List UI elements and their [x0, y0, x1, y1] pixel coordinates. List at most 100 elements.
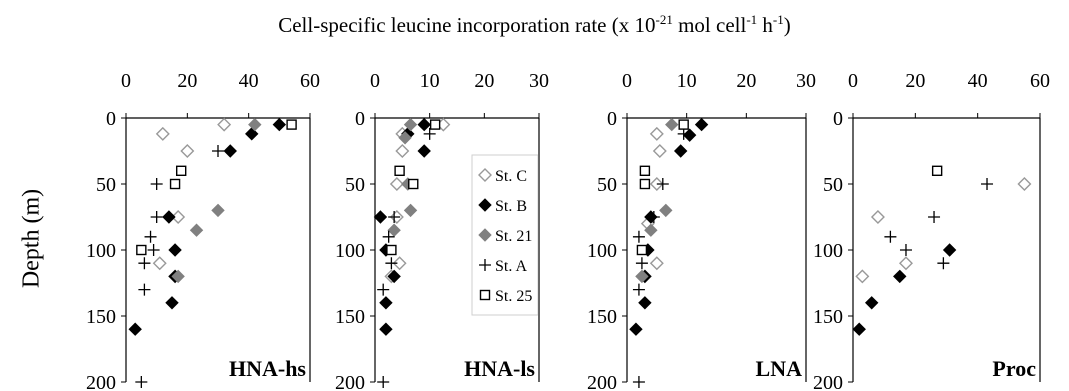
panel-1-x-tick-label: 60 — [300, 70, 320, 92]
panel-4-point-stb — [852, 322, 866, 336]
panel-4-y-tick-label: 0 — [833, 108, 843, 130]
panel-2-y-tick-label: 50 — [345, 174, 365, 196]
panel-2-x-tick-label: 10 — [420, 70, 440, 92]
panel-2-point-stc — [389, 177, 404, 191]
legend-marker-stb — [478, 198, 492, 212]
panel-1-point-sta — [212, 145, 224, 157]
panel-3-y-tick-label: 0 — [607, 108, 617, 130]
legend-label: St. B — [495, 198, 527, 215]
panel-3-point-st25 — [639, 165, 651, 177]
legend-marker-st21 — [478, 228, 492, 242]
panel-2-point-st25 — [429, 119, 441, 130]
panel-1-x-tick-label: 20 — [177, 70, 197, 92]
panel-1-label: HNA-hs — [229, 356, 306, 381]
panel-4-label: Proc — [992, 356, 1036, 381]
panel-4-y-tick-label: 50 — [823, 174, 843, 196]
panel-2-point-sta — [388, 211, 401, 223]
panel-1-point-stb — [272, 117, 287, 132]
panel-1-point-stb — [223, 144, 237, 158]
legend-marker-sta — [479, 259, 491, 271]
panel-2-point-st21 — [403, 117, 418, 132]
chart-title: Cell-specific leucine incorporation rate… — [278, 12, 791, 37]
legend-label: St. C — [495, 168, 527, 185]
legend-marker-st25 — [479, 289, 491, 301]
panel-1-point-st21 — [171, 269, 185, 284]
panel-3-point-sta — [677, 127, 690, 140]
panel-4-x-tick-label: 20 — [905, 70, 925, 92]
panel-1-point-stc — [155, 126, 170, 141]
legend-label: St. 21 — [495, 228, 532, 245]
panel-3-y-tick-label: 100 — [587, 240, 617, 262]
panel-3-point-sta — [656, 178, 669, 190]
panel-1-point-st21 — [189, 223, 204, 237]
panel-3-point-stc — [649, 256, 664, 271]
panel-3-point-sta — [647, 211, 660, 223]
panel-3-point-st21 — [665, 117, 679, 132]
panel-3-point-st25 — [678, 119, 689, 130]
panel-4-point-stc — [870, 210, 885, 224]
panel-4-point-stc — [1017, 177, 1032, 191]
panel-1-x-tick-label: 40 — [239, 70, 259, 92]
panel-3-x-tick-label: 20 — [736, 70, 756, 92]
panel-2-y-tick-label: 100 — [335, 240, 365, 262]
panel-2-x-tick-label: 30 — [529, 70, 549, 92]
panel-4-point-stc — [898, 256, 913, 271]
panel-3-point-stb — [629, 322, 643, 336]
panel-4-point-stb — [893, 269, 907, 284]
panel-4-y-tick-label: 100 — [813, 240, 843, 262]
panel-3-point-stb — [694, 117, 709, 132]
legend-label: St. A — [495, 258, 527, 275]
panel-1-y-tick-label: 0 — [106, 108, 116, 130]
panel-1-point-stc — [180, 144, 195, 158]
panel-4-x-tick-label: 40 — [968, 70, 988, 92]
panel-4-point-sta — [884, 230, 897, 243]
panel-2-y-tick-label: 0 — [355, 108, 365, 130]
panel-1-point-st25 — [136, 244, 147, 256]
panel-2-point-st25 — [408, 178, 419, 190]
panel-2-label: HNA-ls — [464, 356, 535, 381]
legend-marker-stc — [478, 168, 492, 182]
panel-3-point-sta — [635, 257, 648, 270]
panel-1-y-tick-label: 50 — [96, 174, 116, 196]
panel-1-point-sta — [138, 257, 151, 270]
panel-2-x-tick-label: 0 — [370, 70, 380, 92]
panel-1-point-stb — [168, 243, 182, 257]
legend-label: St. 25 — [495, 288, 532, 305]
panel-2-point-stb — [387, 269, 401, 284]
panel-3-x-tick-label: 30 — [796, 70, 816, 92]
panel-3-point-sta — [632, 283, 645, 296]
panel-4-y-tick-label: 200 — [813, 372, 843, 391]
panel-4-point-stb — [942, 243, 957, 257]
panel-1-point-st21 — [248, 117, 262, 132]
panel-4-point-sta — [928, 211, 941, 223]
panel-2-x-tick-label: 20 — [474, 70, 494, 92]
panel-1-point-st25 — [169, 178, 181, 190]
panel-2-point-st25 — [386, 244, 397, 256]
panel-2-y-tick-label: 200 — [335, 372, 365, 391]
panel-3-x-tick-label: 0 — [622, 70, 632, 92]
panel-1-y-tick-label: 200 — [86, 372, 116, 391]
panel-2-point-sta — [377, 283, 390, 296]
panel-1-point-st21 — [211, 203, 225, 218]
panel-4-point-stc — [855, 269, 870, 284]
panel-1-point-sta — [135, 376, 148, 388]
panel-2-point-stb — [417, 144, 431, 158]
panel-2-point-stb — [379, 296, 393, 310]
panel-1-point-st25 — [286, 119, 297, 130]
panel-4-point-sta — [937, 257, 950, 270]
panel-3-point-stc — [652, 144, 667, 158]
panel-4-x-tick-label: 60 — [1030, 70, 1050, 92]
panel-4-point-sta — [981, 178, 994, 190]
panel-3-x-tick-label: 10 — [677, 70, 697, 92]
panel-2-point-stb — [417, 117, 431, 132]
panel-2-point-sta — [377, 376, 390, 388]
panel-2-point-stb — [373, 210, 388, 224]
panel-2-point-sta — [385, 257, 398, 270]
panel-1-point-st25 — [175, 165, 187, 177]
panel-2-y-tick-label: 150 — [335, 306, 365, 328]
panel-2-point-stc — [395, 144, 410, 158]
panel-2-point-stc — [392, 256, 407, 271]
panel-1-x-tick-label: 0 — [121, 70, 131, 92]
